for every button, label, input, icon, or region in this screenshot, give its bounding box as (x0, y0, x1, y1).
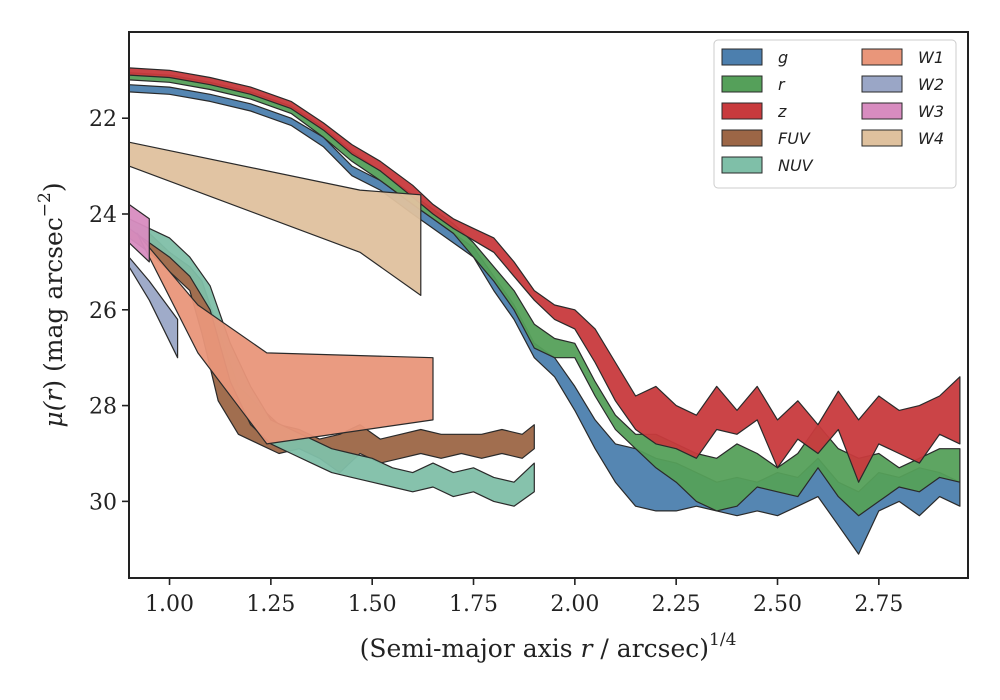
legend-label-fuv: FUV (778, 129, 811, 148)
series-band-w1 (136, 232, 434, 445)
y-tick-label: 26 (89, 299, 117, 324)
legend: grz FUV NUV W1 W2 W3 W4 (713, 39, 957, 189)
y-tick-label: 22 (89, 107, 117, 132)
y-axis-ticks: 22 24 26 28 30 (89, 107, 129, 515)
legend-label-w3: W3 (918, 102, 944, 121)
legend-swatch-w1 (861, 48, 903, 66)
legend-label-z: z (777, 102, 787, 121)
x-tick-label: 1.00 (145, 592, 194, 617)
y-tick-label: 24 (89, 203, 117, 228)
legend-label-nuv: NUV (778, 156, 814, 175)
x-tick-label: 1.75 (449, 592, 498, 617)
legend-swatch-nuv (721, 156, 763, 174)
series-layer (128, 67, 961, 555)
y-axis-label: μ(r) (mag arcsec−2) (35, 182, 68, 427)
legend-label-r: r (778, 75, 786, 94)
legend-swatch-w4 (861, 129, 903, 147)
legend-swatch-w3 (861, 102, 903, 120)
series-band-r (128, 72, 961, 517)
legend-swatch-r (721, 75, 763, 93)
y-tick-label: 28 (89, 395, 117, 420)
x-tick-label: 2.25 (652, 592, 701, 617)
legend-swatch-fuv (721, 129, 763, 147)
y-tick-label: 30 (89, 490, 117, 515)
series-band-z (128, 67, 961, 483)
legend-swatch-g (721, 48, 763, 66)
legend-swatch-z (721, 102, 763, 120)
x-tick-label: 1.25 (246, 592, 295, 617)
legend-swatch-w2 (861, 75, 903, 93)
x-tick-label: 2.50 (753, 592, 802, 617)
legend-label-w1: W1 (918, 48, 944, 67)
legend-label-g: g (778, 48, 788, 67)
x-tick-label: 1.50 (348, 592, 397, 617)
x-axis-label: (Semi-major axis r / arcsec)1/4 (360, 630, 737, 663)
legend-items: grz FUV NUV W1 W2 W3 W4 (721, 48, 944, 175)
x-axis-ticks: 1.00 1.25 1.50 1.75 2.00 2.25 2.50 2.75 (145, 578, 903, 617)
x-tick-label: 2.75 (854, 592, 903, 617)
x-tick-label: 2.00 (550, 592, 599, 617)
legend-label-w4: W4 (918, 129, 944, 148)
legend-label-w2: W2 (918, 75, 944, 94)
plot-frame (128, 31, 969, 579)
